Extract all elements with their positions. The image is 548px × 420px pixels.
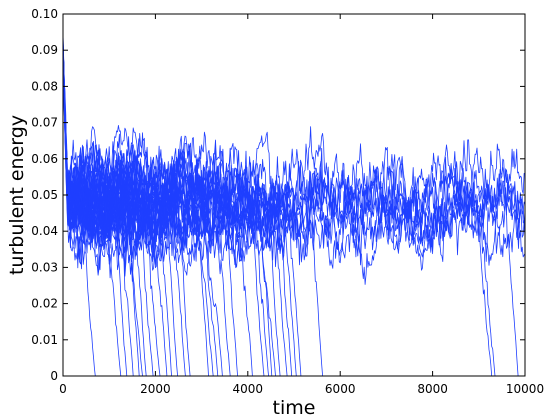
y-tick-label: 0.07 [31, 116, 58, 130]
y-tick-label: 0.01 [31, 333, 58, 347]
x-tick-label: 8000 [417, 382, 448, 396]
x-tick-label: 2000 [140, 382, 171, 396]
y-tick-label: 0.03 [31, 260, 58, 274]
y-tick-label: 0.08 [31, 79, 58, 93]
energy-series-line [63, 61, 493, 376]
y-tick-label: 0.05 [31, 188, 58, 202]
y-tick-label: 0.02 [31, 297, 58, 311]
x-tick-label: 6000 [325, 382, 356, 396]
energy-series-line [63, 38, 276, 376]
energy-series-line [63, 62, 525, 279]
y-tick-label: 0 [50, 369, 58, 383]
y-axis-label: turbulent energy [6, 115, 28, 275]
y-axis-ticks: 0 0.01 0.02 0.03 0.04 0.05 0.06 0.07 0.08 0.09 0.1… [31, 7, 525, 383]
y-tick-label: 0.06 [31, 152, 58, 166]
energy-series-line [63, 59, 525, 271]
series-layer [63, 32, 525, 376]
y-tick-label: 0.10 [31, 7, 58, 21]
x-tick-label: 10000 [506, 382, 544, 396]
x-axis-ticks: 0 2000 4000 6000 8000 10000 [59, 14, 544, 396]
x-tick-label: 4000 [233, 382, 264, 396]
x-tick-label: 0 [59, 382, 67, 396]
x-axis-label: time [273, 397, 316, 419]
y-tick-label: 0.09 [31, 43, 58, 57]
y-tick-label: 0.04 [31, 224, 58, 238]
